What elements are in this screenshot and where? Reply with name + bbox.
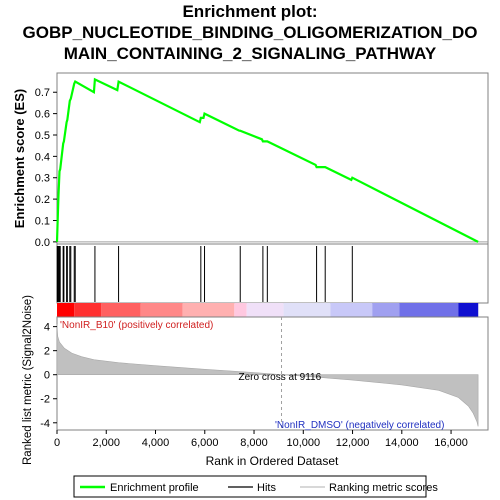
- rank-xtick-label: 2,000: [92, 437, 120, 449]
- heatmap-segment: [283, 303, 331, 317]
- rank-panel: Zero cross at 9116 'NonIR_B10' (positivel…: [22, 295, 489, 468]
- rank-ytick-label: 4: [44, 322, 50, 334]
- heatmap-segment: [458, 303, 479, 317]
- es-ytick-label: 0.1: [35, 215, 50, 227]
- es-panel: 0.0 0.1 0.2 0.3 0.4 0.5 0.6 0.7 Enrichment score…: [12, 72, 489, 249]
- heatmap-segment: [246, 303, 284, 317]
- heatmap-segment: [234, 303, 247, 317]
- heatmap-segment: [74, 303, 102, 317]
- legend-label: Hits: [257, 482, 276, 494]
- rank-xtick-label: 4,000: [142, 437, 170, 449]
- heatmap-segment: [57, 303, 75, 317]
- negative-correlation-label: 'NonIR_DMSO' (negatively correlated): [275, 420, 444, 431]
- es-ytick-label: 0.2: [35, 194, 50, 206]
- heatmap-segment: [182, 303, 235, 317]
- legend-label: Ranking metric scores: [329, 482, 438, 494]
- heatmap-segment: [372, 303, 400, 317]
- heatmap-segment: [140, 303, 183, 317]
- rank-xtick-label: 8,000: [240, 437, 268, 449]
- rank-xtick-label: 12,000: [336, 437, 370, 449]
- es-ytick-label: 0.4: [35, 151, 50, 163]
- es-ylabel: Enrichment score (ES): [12, 89, 27, 228]
- es-ytick-label: 0.0: [35, 237, 50, 249]
- heatmap-segment: [399, 303, 459, 317]
- es-enrichment-line: [55, 77, 479, 243]
- es-ytick-label: 0.7: [35, 87, 50, 99]
- es-ytick-label: 0.6: [35, 109, 50, 121]
- rank-xtick-label: 16,000: [434, 437, 468, 449]
- es-ytick-label: 0.5: [35, 130, 50, 142]
- hits-frame: [56, 243, 489, 304]
- es-plot-frame: [56, 72, 489, 245]
- zero-cross-label: Zero cross at 9116: [239, 372, 322, 383]
- ranking-metric-area: [56, 324, 479, 427]
- rank-xtick-label: 10,000: [286, 437, 320, 449]
- es-ytick-label: 0.3: [35, 173, 50, 185]
- rank-ytick-label: -4: [40, 418, 50, 430]
- legend-label: Enrichment profile: [110, 482, 199, 494]
- heatmap-bar: [57, 303, 479, 317]
- heatmap-segment: [101, 303, 141, 317]
- rank-ytick-label: -2: [40, 394, 50, 406]
- rank-ylabel: Ranked list metric (Signal2Noise): [22, 295, 34, 465]
- legend: Enrichment profile Hits Ranking metric sco…: [73, 475, 438, 498]
- rank-xtick-label: 6,000: [191, 437, 219, 449]
- heatmap-segment: [330, 303, 373, 317]
- rank-xlabel: Rank in Ordered Dataset: [206, 454, 339, 468]
- rank-xtick-label: 0: [54, 437, 60, 449]
- rank-ytick-label: 0: [44, 370, 50, 382]
- hits-panel: [56, 243, 489, 304]
- rank-xtick-label: 14,000: [385, 437, 419, 449]
- positive-correlation-label: 'NonIR_B10' (positively correlated): [60, 320, 213, 331]
- rank-ytick-label: 2: [44, 346, 50, 358]
- chart-title-line-2: GOBP_NUCLEOTIDE_BINDING_OLIGOMERIZATION_…: [22, 23, 478, 42]
- chart-title-line-3: MAIN_CONTAINING_2_SIGNALING_PATHWAY: [63, 44, 437, 63]
- chart-title-line-1: Enrichment plot:: [182, 2, 318, 21]
